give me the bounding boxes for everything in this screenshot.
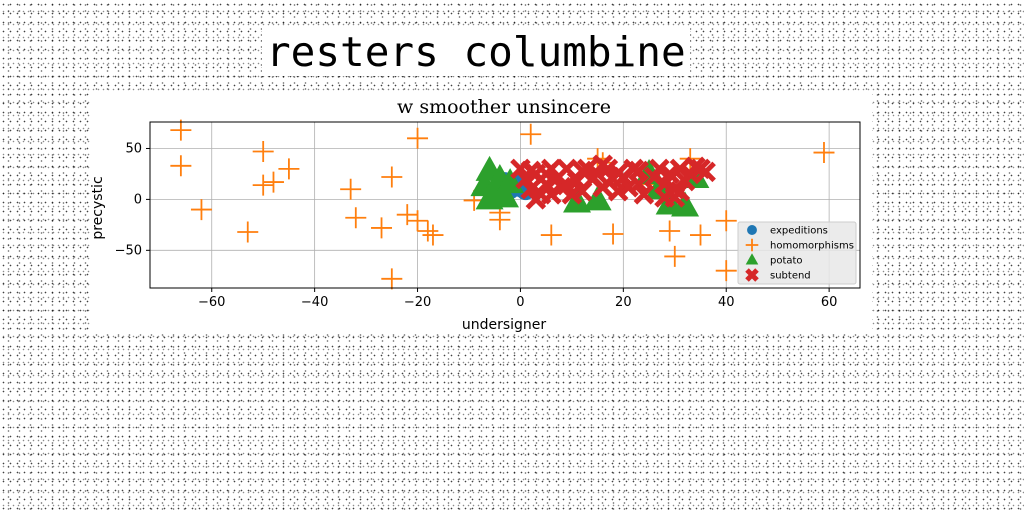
subtend-point <box>695 161 716 183</box>
x-tick-label: −60 <box>198 295 225 310</box>
subtend-point <box>592 154 614 176</box>
x-tick-label: 60 <box>821 295 838 310</box>
homomorphisms-point <box>252 174 274 196</box>
subtend-point <box>669 180 691 202</box>
potato-point <box>671 191 700 217</box>
page-title: resters columbine <box>262 28 690 76</box>
x-tick-label: −40 <box>301 295 328 310</box>
homomorphisms-point <box>489 209 511 231</box>
homomorphisms-point <box>715 260 737 282</box>
subtend-point <box>571 160 593 182</box>
subtend-point <box>659 163 680 185</box>
subtend-point <box>535 163 557 185</box>
potato-point <box>583 185 612 211</box>
homomorphisms-point <box>262 171 284 193</box>
subtend-point <box>649 158 670 180</box>
homomorphisms-point <box>170 119 192 141</box>
homomorphisms-point <box>407 127 429 149</box>
homomorphisms-point <box>381 268 403 290</box>
homomorphisms-point <box>170 155 192 177</box>
y-tick-label: −50 <box>115 243 142 258</box>
homomorphisms-point <box>602 223 624 245</box>
homomorphisms-point <box>190 199 212 221</box>
legend: expeditions homomorphisms potato subtend <box>737 221 857 285</box>
homomorphisms-point <box>659 220 681 242</box>
page-title-text: resters columbine <box>266 28 686 76</box>
homomorphisms-point <box>371 217 393 239</box>
homomorphisms-point <box>340 178 362 200</box>
x-tick-label: −20 <box>404 295 431 310</box>
legend-marker-homomorphisms <box>745 238 759 252</box>
homomorphisms-point <box>237 221 259 243</box>
subtend-point <box>525 189 547 210</box>
legend-marker-potato <box>745 253 759 265</box>
x-axis-label: undersigner <box>462 317 547 333</box>
subtend-point <box>654 187 675 208</box>
subtend-point <box>669 158 691 180</box>
homomorphisms-point <box>690 224 712 246</box>
x-tick-label: 0 <box>516 295 524 310</box>
y-tick-label: 0 <box>134 192 142 207</box>
y-tick-label: 50 <box>125 141 142 156</box>
homomorphisms-point <box>278 158 300 180</box>
subtend-point <box>628 160 650 182</box>
subtend-point <box>541 184 562 205</box>
homomorphisms-point <box>345 207 367 229</box>
homomorphisms-point <box>417 220 439 242</box>
data-points <box>170 119 835 290</box>
homomorphisms-point <box>715 210 737 232</box>
y-axis-label: precystic <box>90 176 106 239</box>
x-tick-label: 20 <box>615 295 632 310</box>
axes-frame <box>149 121 861 289</box>
legend-label-potato: potato <box>770 256 803 267</box>
homomorphisms-point <box>540 224 562 246</box>
legend-label-expeditions: expeditions <box>770 226 828 237</box>
homomorphisms-point <box>407 210 429 232</box>
subtend-point <box>607 162 629 184</box>
legend-label-homomorphisms: homomorphisms <box>770 241 854 252</box>
legend-label-subtend: subtend <box>770 271 811 282</box>
legend-box <box>737 221 857 285</box>
chart-backdrop <box>92 92 872 332</box>
axis-ticks: −60 −40 −20 0 20 40 60 −50 0 50 <box>115 141 838 310</box>
subtend-point <box>633 184 655 205</box>
chart-subtitle: w smoother unsincere <box>397 96 611 118</box>
legend-marker-expeditions <box>747 225 757 235</box>
potato-point <box>475 184 504 210</box>
homomorphisms-point <box>520 123 542 145</box>
homomorphisms-point <box>813 142 835 164</box>
homomorphisms-point <box>422 224 444 246</box>
subtend-point <box>556 174 578 196</box>
homomorphisms-point <box>664 245 686 267</box>
homomorphisms-point <box>252 141 274 163</box>
x-tick-label: 40 <box>718 295 735 310</box>
subtend-point <box>520 160 541 182</box>
homomorphisms-point <box>381 166 403 188</box>
subtend-point <box>520 178 541 200</box>
legend-marker-subtend <box>745 268 759 282</box>
